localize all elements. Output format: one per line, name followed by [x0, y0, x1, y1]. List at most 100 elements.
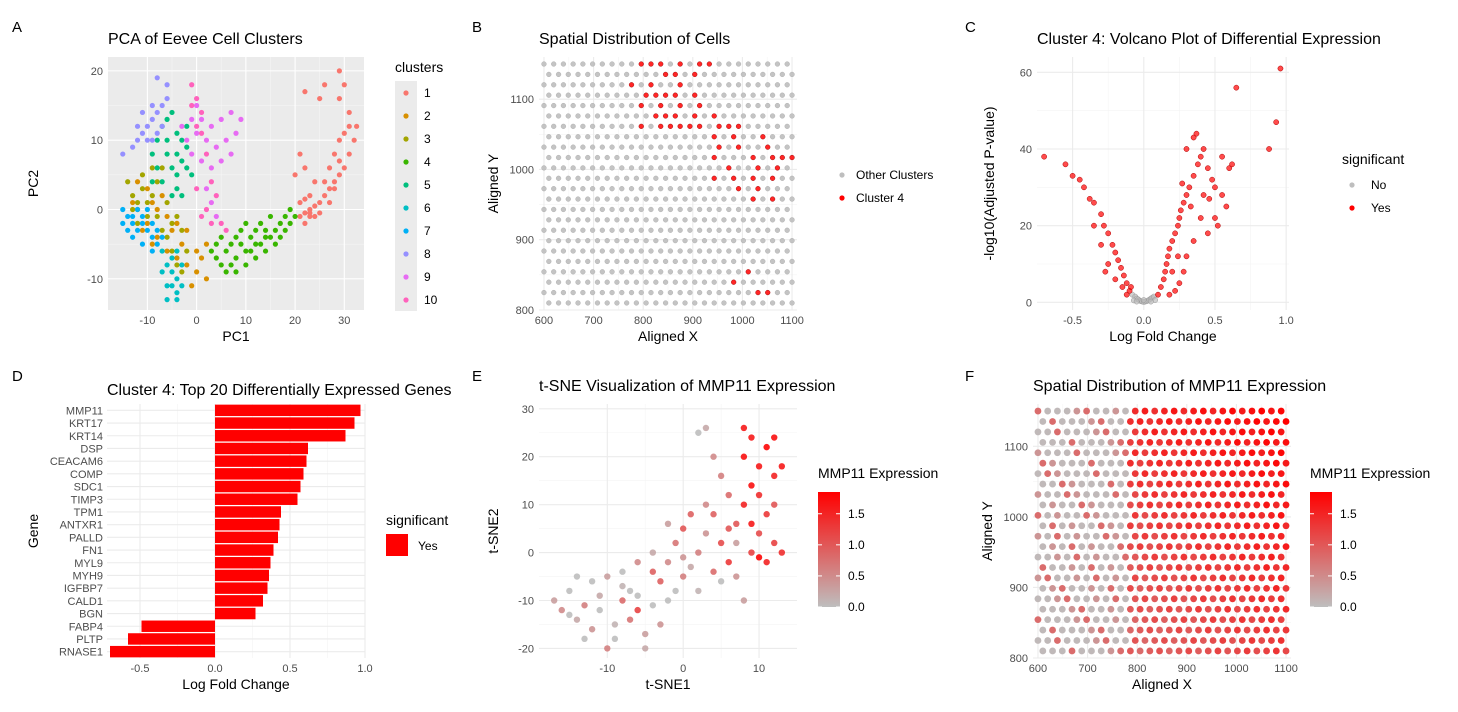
spot-expression [1248, 491, 1256, 498]
volcano-point-yes [1172, 230, 1178, 237]
other-cluster-spot [638, 248, 644, 254]
spot-expression [1068, 522, 1076, 530]
other-cluster-spot [628, 61, 635, 67]
spot-expression [1058, 584, 1066, 592]
spot-expression [1165, 459, 1173, 467]
other-cluster-spot [585, 258, 591, 265]
volcano-point-yes [1273, 119, 1280, 126]
spot-expression [1083, 491, 1091, 498]
spot-expression [1039, 522, 1047, 530]
tsne-point [596, 606, 603, 614]
other-cluster-spot [614, 113, 620, 119]
other-cluster-spot [682, 113, 688, 119]
other-cluster-spot [624, 71, 630, 78]
other-cluster-spot [735, 165, 742, 171]
x-tick-label: -10 [139, 315, 155, 327]
chart-title: PCA of Eevee Cell Clusters [108, 31, 303, 48]
spot-expression [1107, 647, 1115, 655]
spot-expression [1156, 543, 1163, 551]
tsne-point [687, 563, 694, 571]
spot-expression [1199, 595, 1207, 603]
other-cluster-spot [784, 289, 790, 296]
tsne-point [550, 597, 558, 604]
other-cluster-spot [716, 61, 722, 67]
other-cluster-spot [677, 248, 683, 254]
tsne-point [664, 520, 672, 528]
legend-label: 1 [424, 86, 431, 100]
other-cluster-spot [779, 300, 785, 306]
spot-expression [1180, 532, 1188, 540]
other-cluster-spot [541, 227, 547, 233]
spot-expression [1195, 584, 1202, 592]
cluster-10-point [218, 220, 224, 226]
cluster-4-point [223, 269, 229, 275]
x-tick-label: 1100 [1274, 663, 1298, 675]
y-tick-label: -20 [518, 643, 534, 655]
other-cluster-spot [697, 144, 703, 150]
spot-expression [1175, 501, 1183, 509]
spot-expression [1049, 501, 1056, 509]
spot-expression [1170, 595, 1178, 603]
other-cluster-spot [594, 279, 601, 285]
y-tick-label: 800 [516, 305, 534, 317]
spot-expression [1088, 564, 1095, 571]
x-tick-label: 0.5 [282, 663, 297, 675]
y-tick-label: 0 [1026, 297, 1032, 309]
spot-expression [1078, 501, 1086, 509]
x-tick-label: 0 [680, 663, 686, 675]
cluster-8-point [144, 137, 150, 143]
other-cluster-spot [643, 217, 649, 223]
spot-expression [1034, 428, 1042, 436]
spot-expression [1214, 480, 1222, 488]
cluster4-spot [769, 154, 776, 161]
spot-expression [1073, 616, 1081, 624]
spot-expression [1277, 532, 1285, 540]
cluster-4-point [213, 255, 219, 261]
other-cluster-spot [638, 82, 644, 88]
x-tick-label: 0.5 [1207, 315, 1222, 327]
spot-expression [1233, 605, 1241, 613]
other-cluster-spot [760, 71, 766, 78]
other-cluster-spot [614, 196, 620, 202]
tsne-point [702, 530, 710, 537]
volcano-point-yes [1212, 184, 1218, 191]
spot-expression [1272, 543, 1280, 551]
spot-expression [1219, 532, 1227, 540]
other-cluster-spot [740, 217, 746, 223]
volcano-point-yes [1166, 245, 1173, 252]
cluster-6-point [179, 283, 185, 289]
spot-expression [1063, 637, 1071, 644]
cluster-7-point [159, 234, 165, 240]
spot-expression [1126, 543, 1134, 551]
cluster-1-point [322, 193, 328, 199]
other-cluster-spot [555, 154, 562, 161]
spot-expression [1175, 626, 1183, 634]
spot-expression [1185, 501, 1193, 509]
spot-expression [1107, 459, 1115, 467]
spot-expression [1088, 584, 1095, 592]
other-cluster-spot [677, 165, 683, 171]
cluster-5-point [174, 186, 180, 192]
spot-expression [1151, 616, 1159, 624]
spot-expression [1243, 564, 1251, 571]
spot-expression [1107, 605, 1115, 613]
other-cluster-spot [565, 92, 571, 98]
spot-expression [1146, 418, 1154, 425]
spot-expression [1248, 574, 1256, 582]
spot-expression [1073, 428, 1081, 436]
spot-expression [1229, 491, 1236, 498]
cluster-7-point [139, 213, 146, 220]
spot-expression [1102, 637, 1110, 644]
other-cluster-spot [546, 154, 552, 161]
other-cluster-spot [721, 92, 727, 98]
cluster-6-point [174, 290, 180, 296]
other-cluster-spot [784, 248, 790, 254]
cluster-3-point [174, 213, 180, 220]
spot-expression [1083, 574, 1091, 582]
spot-expression [1195, 626, 1202, 634]
spot-expression [1238, 511, 1246, 519]
volcano-point-yes [1223, 203, 1230, 210]
cluster-4-point [208, 248, 214, 254]
volcano-point-yes [1166, 291, 1173, 298]
other-cluster-spot [721, 217, 727, 223]
